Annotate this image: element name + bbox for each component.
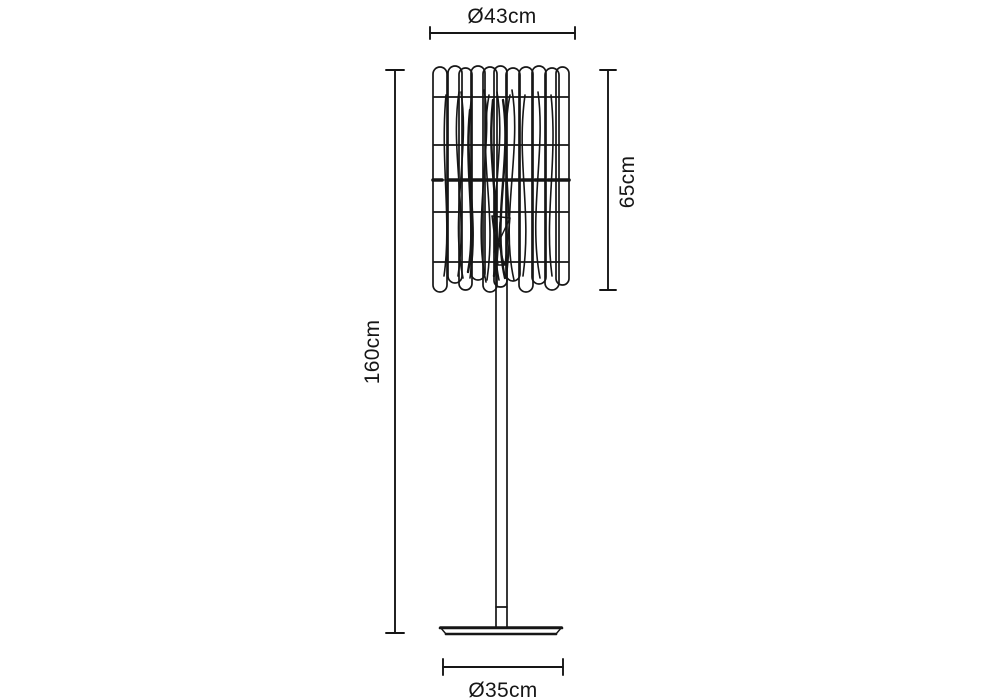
shade-diameter-label: Ø43cm bbox=[467, 5, 536, 28]
total-height-label: 160cm bbox=[361, 320, 384, 385]
shade-height-label: 65cm bbox=[616, 156, 639, 209]
drawing-ink bbox=[385, 26, 617, 676]
lamp-shade bbox=[431, 65, 571, 293]
dimension-total-height bbox=[385, 69, 405, 634]
shade-weave-curves bbox=[443, 89, 554, 283]
dimension-shade-height bbox=[599, 69, 617, 291]
lamp-base bbox=[438, 626, 564, 636]
dimension-base-diameter bbox=[442, 658, 564, 676]
bulb-socket bbox=[491, 215, 511, 266]
shade-ring-lines bbox=[433, 96, 569, 263]
dimension-shade-diameter bbox=[429, 26, 576, 40]
lamp-stem bbox=[495, 261, 508, 629]
base-diameter-label: Ø35cm bbox=[468, 679, 537, 700]
